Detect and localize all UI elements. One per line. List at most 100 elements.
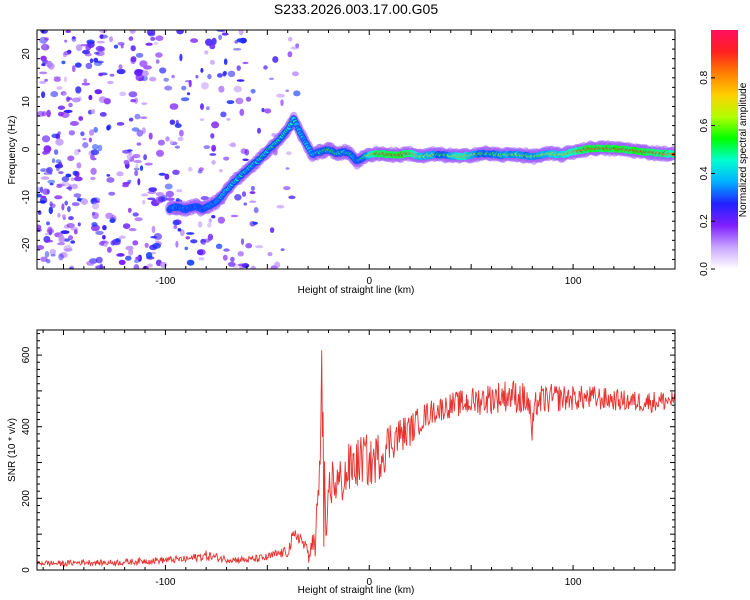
y-tick-label: 0 [21,567,32,573]
noise-speckle [135,256,141,260]
noise-speckle [113,44,119,49]
noise-speckle [142,265,149,269]
noise-speckle [267,252,273,257]
noise-speckle [142,199,146,205]
noise-speckle [232,48,242,51]
noise-speckle [171,74,175,79]
noise-speckle [207,233,214,241]
noise-speckle [198,257,205,261]
noise-speckle [72,65,76,73]
spectrogram-marks [37,30,675,269]
noise-speckle [135,52,144,58]
noise-speckle [190,38,199,43]
noise-speckle [230,214,239,218]
noise-speckle [240,238,245,246]
noise-speckle [145,42,153,46]
noise-speckle [169,119,176,125]
noise-speckle [172,219,180,226]
y-tick-label: 600 [21,346,32,363]
noise-speckle [131,127,140,132]
noise-speckle [223,156,230,161]
noise-speckle [41,91,46,99]
noise-speckle [250,88,256,94]
noise-speckle [236,65,241,71]
noise-speckle [95,45,105,52]
noise-speckle [184,246,189,251]
noise-speckle [80,198,88,205]
noise-speckle [38,210,42,215]
noise-speckle [86,260,95,266]
noise-speckle [90,176,96,181]
noise-speckle [40,55,47,62]
noise-speckle [53,77,61,82]
noise-speckle [106,125,111,131]
noise-speckle [70,177,75,181]
noise-speckle [125,245,134,251]
noise-speckle [293,90,301,97]
noise-speckle [250,185,255,191]
noise-speckle [73,176,83,182]
noise-speckle [130,45,136,52]
noise-speckle [97,144,103,152]
noise-speckle [44,37,49,41]
y-tick-label: 0 [21,146,32,152]
noise-speckle [90,109,96,115]
noise-speckle [106,177,115,183]
noise-speckle [147,263,153,268]
noise-speckle [107,246,112,253]
noise-speckle [128,117,134,122]
x-tick-label: -100 [155,577,175,588]
noise-speckle [179,53,183,62]
noise-speckle [197,249,204,255]
noise-speckle [68,216,74,221]
noise-speckle [219,169,223,173]
noise-speckle [90,167,97,175]
noise-speckle [174,123,182,128]
noise-speckle [285,167,290,170]
snr-frame [36,329,676,571]
noise-speckle [264,108,272,114]
noise-speckle [116,253,125,257]
noise-speckle [83,78,88,83]
noise-speckle [245,96,252,102]
noise-speckle [62,52,67,58]
y-tick-label: 400 [21,418,32,435]
noise-speckle [73,193,82,198]
snr-x-label: Height of straight line (km) [298,585,415,596]
colorbar-ticks: 0.0 0.2 0.4 0.6 0.8 [699,70,715,276]
noise-speckle [43,145,52,153]
noise-speckle [195,74,199,79]
noise-speckle [46,60,53,68]
noise-speckle [270,265,278,269]
noise-speckle [50,91,59,98]
noise-speckle [163,77,169,82]
noise-speckle [134,97,139,104]
noise-speckle [68,102,73,108]
noise-speckle [68,235,74,241]
spectrogram-frame [36,29,676,270]
noise-speckle [187,166,193,172]
noise-speckle [147,197,156,201]
y-tick-label: -10 [21,190,32,205]
noise-speckle [291,71,299,77]
noise-speckle [116,171,124,177]
noise-speckle [55,159,62,164]
noise-speckle [253,207,259,214]
noise-speckle [269,227,275,234]
noise-speckle [57,242,65,246]
noise-speckle [94,51,100,55]
noise-speckle [42,43,47,50]
noise-speckle [67,155,75,162]
noise-speckle [92,212,99,220]
noise-speckle [211,215,216,219]
noise-speckle [287,51,293,58]
noise-speckle [226,118,231,121]
noise-speckle [230,256,235,262]
noise-speckle [46,221,50,226]
noise-speckle [118,235,126,239]
noise-speckle [249,191,256,195]
noise-speckle [250,265,256,269]
noise-speckle [217,216,225,224]
noise-speckle [132,240,139,246]
